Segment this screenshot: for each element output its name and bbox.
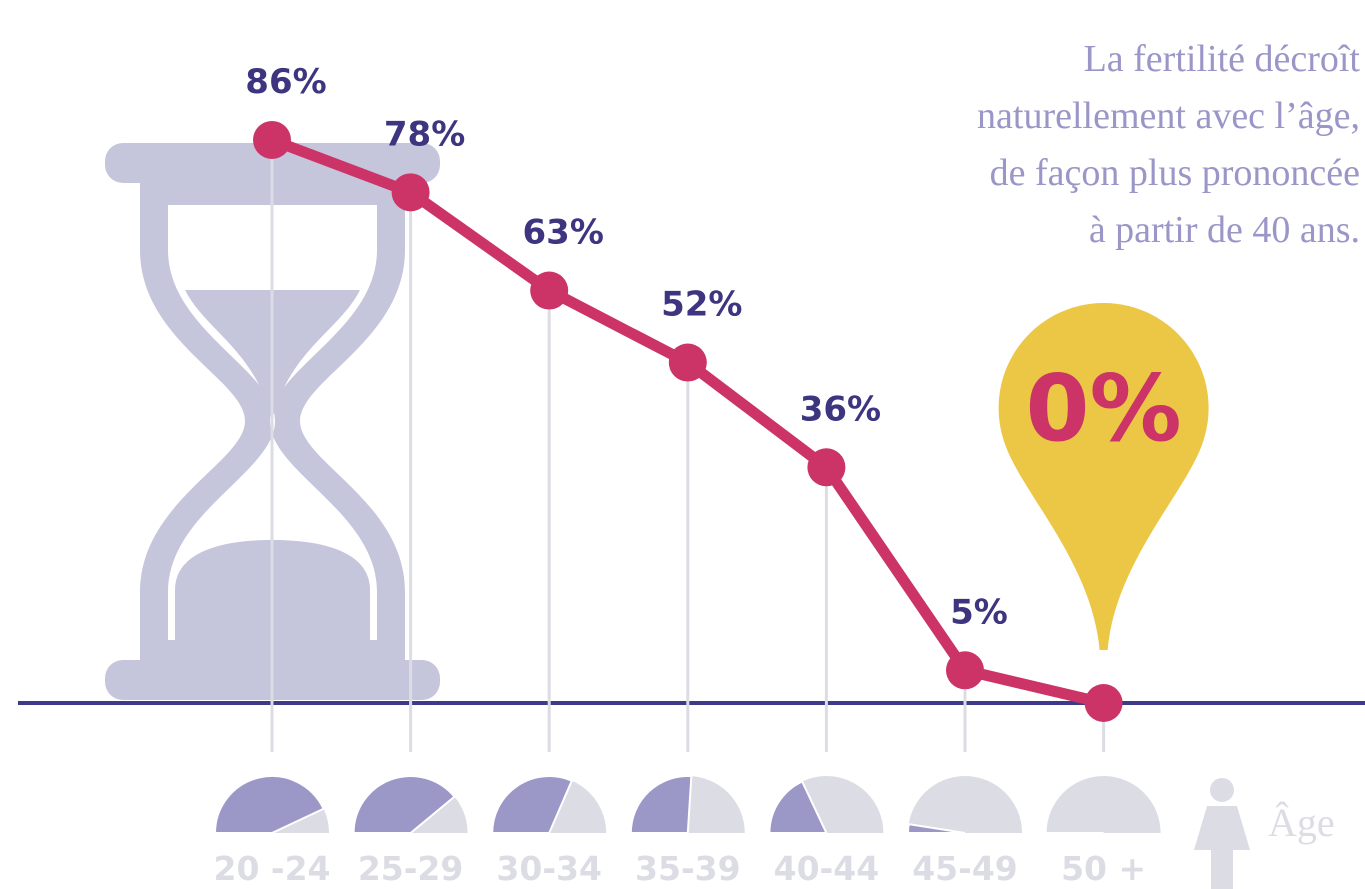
- data-point: [530, 272, 568, 310]
- gauge-bg: [1047, 776, 1161, 833]
- value-label: 78%: [384, 114, 465, 154]
- annotation: de façon plus prononcée: [990, 152, 1360, 194]
- data-point: [669, 344, 707, 382]
- x-tick-label: 35-39: [635, 849, 741, 888]
- x-axis-label: Âge: [1268, 800, 1335, 845]
- value-label: 5%: [950, 592, 1008, 632]
- x-tick-label: 20 -24: [213, 849, 330, 888]
- value-label: 36%: [800, 389, 881, 429]
- x-tick-label: 45-49: [912, 849, 1018, 888]
- woman-icon: [1194, 778, 1250, 889]
- gauge-fill: [631, 776, 692, 833]
- x-tick-label: 25-29: [358, 849, 464, 888]
- gauge-bg: [908, 776, 1022, 833]
- annotation: à partir de 40 ans.: [1089, 209, 1360, 251]
- annotation: naturellement avec l’âge,: [977, 95, 1360, 137]
- value-label: 63%: [523, 213, 604, 253]
- value-label: 0%: [1025, 355, 1181, 462]
- chart: La fertilité décroît naturellement avec …: [0, 0, 1365, 889]
- data-point: [253, 121, 291, 159]
- x-tick-label: 50 +: [1061, 849, 1146, 888]
- data-point: [392, 173, 430, 211]
- data-point: [807, 448, 845, 486]
- data-point: [1085, 684, 1123, 722]
- data-point: [946, 651, 984, 689]
- value-label: 86%: [245, 62, 326, 102]
- x-tick-label: 40-44: [774, 849, 880, 888]
- annotation: La fertilité décroît: [1084, 38, 1361, 80]
- x-tick-label: 30-34: [496, 849, 602, 888]
- value-label: 52%: [661, 285, 742, 325]
